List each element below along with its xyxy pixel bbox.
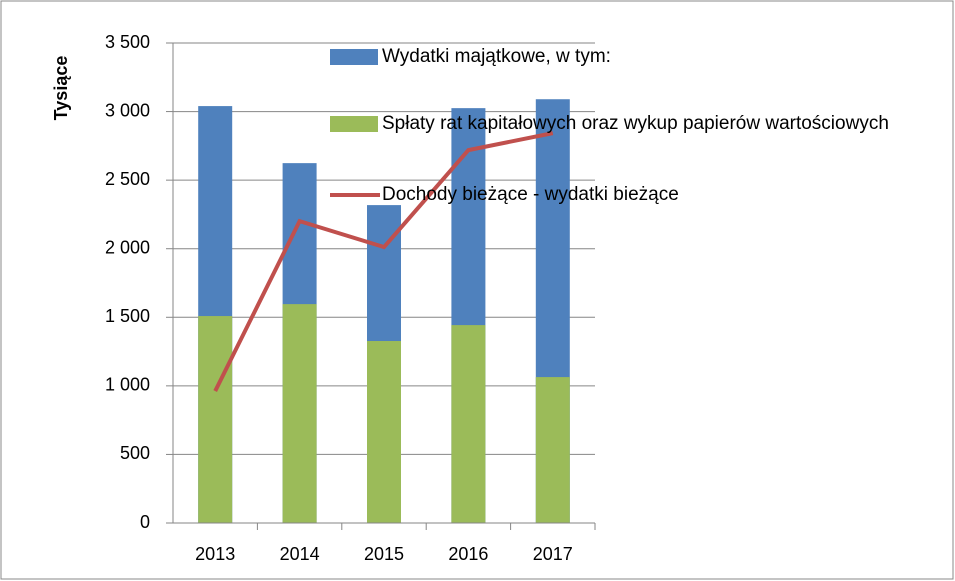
y-tick-label: 0 (140, 512, 150, 532)
legend-marker (330, 49, 378, 65)
legend-label: Spłaty rat kapitałowych oraz wykup papie… (382, 113, 889, 134)
x-tick-label: 2016 (448, 544, 488, 564)
x-tick-label: 2015 (364, 544, 404, 564)
bar (198, 316, 233, 523)
line (213, 131, 554, 392)
x-tick-label: 2013 (195, 544, 235, 564)
bar (367, 341, 401, 523)
legend-label: Wydatki majątkowe, w tym: (382, 46, 611, 67)
legend-label: Dochody bieżące - wydatki bieżące (382, 184, 679, 205)
x-tick-label: 2014 (280, 544, 320, 564)
y-tick-label: 1 500 (105, 306, 150, 326)
bar (282, 304, 317, 523)
bar (451, 325, 486, 523)
y-tick-label: 3 000 (105, 100, 150, 120)
y-tick-label: 1 000 (105, 375, 150, 395)
x-tick-label: 2017 (533, 544, 573, 564)
legend-marker (330, 193, 380, 197)
legend-marker (330, 116, 378, 132)
y-axis-label: Tysiące (51, 56, 71, 121)
y-tick-label: 2 000 (105, 237, 150, 257)
y-tick-label: 500 (120, 443, 150, 463)
bar (535, 377, 570, 523)
y-tick-label: 3 500 (105, 32, 150, 52)
y-tick-label: 2 500 (105, 169, 150, 189)
